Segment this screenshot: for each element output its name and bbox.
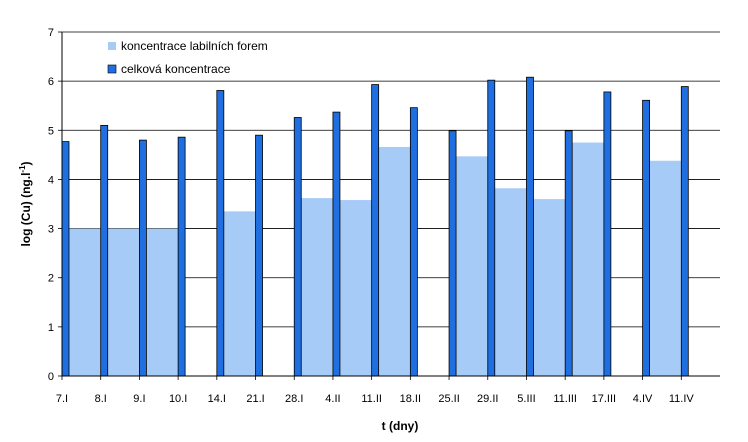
x-tick-label: 21.I: [246, 393, 264, 405]
bar-total: [255, 134, 263, 377]
x-tick-label: 29.II: [477, 393, 498, 405]
bar-total: [177, 136, 186, 377]
legend-label-total: celková koncentrace: [121, 62, 231, 76]
bar-total: [216, 90, 225, 377]
y-tick-label: 0: [48, 371, 54, 383]
x-tick-label: 9.I: [133, 393, 145, 405]
x-tick-label: 18.II: [400, 393, 421, 405]
axes: [58, 31, 720, 380]
x-tick-label: 8.I: [95, 393, 107, 405]
legend-swatch-total: [107, 64, 117, 74]
y-axis-title-main: log (Cu) (ng.l: [19, 173, 33, 247]
x-tick-label: 4.II: [325, 393, 340, 405]
x-tick-label: 5.III: [517, 393, 535, 405]
bar-total: [61, 141, 70, 377]
bar-total: [680, 86, 689, 377]
legend: koncentrace labilních forem celková konc…: [107, 39, 268, 76]
bars: [61, 76, 689, 377]
bar-total: [100, 124, 109, 377]
bar-total: [332, 111, 341, 377]
x-tick-label: 14.I: [208, 393, 226, 405]
tick-labels: 0 1 2 3 4 5 6 7 7.I 8.I 9.I 10.I 14.I 21.I 28.I 4.II 11.…: [48, 27, 695, 405]
x-tick-label: 10.I: [169, 393, 187, 405]
x-tick-label: 25.II: [438, 393, 459, 405]
x-tick-label: 17.III: [592, 393, 616, 405]
bar-total: [603, 91, 612, 377]
bar-total: [409, 107, 418, 377]
x-tick-label: 4.IV: [633, 393, 653, 405]
y-tick-label: 7: [48, 27, 54, 39]
bar-total: [293, 117, 302, 377]
bar-total: [526, 76, 534, 377]
x-tick-label: 11.II: [361, 393, 382, 405]
x-tick-label: 11.IV: [669, 393, 695, 405]
legend-label-labile: koncentrace labilních forem: [121, 39, 268, 53]
bar-total: [642, 99, 650, 377]
y-tick-label: 2: [48, 273, 54, 285]
y-tick-label: 4: [48, 174, 54, 186]
bar-total: [139, 139, 147, 377]
y-tick-label: 6: [48, 76, 54, 88]
bar-total: [487, 79, 496, 377]
legend-swatch-labile: [108, 42, 116, 50]
x-tick-label: 7.I: [56, 393, 68, 405]
y-axis-title-sup: -1: [18, 165, 27, 173]
x-tick-label: 11.III: [553, 393, 577, 405]
x-axis-title: t (dny): [382, 419, 419, 433]
bar-total: [564, 130, 573, 377]
y-axis-title-close: ): [19, 161, 33, 165]
bar-total: [448, 130, 457, 377]
y-tick-label: 3: [48, 224, 54, 236]
y-axis-title: log (Cu) (ng.l-1): [18, 161, 33, 246]
bar-total: [371, 84, 380, 377]
x-tick-label: 28.I: [285, 393, 303, 405]
y-tick-label: 5: [48, 125, 54, 137]
y-tick-label: 1: [48, 322, 54, 334]
